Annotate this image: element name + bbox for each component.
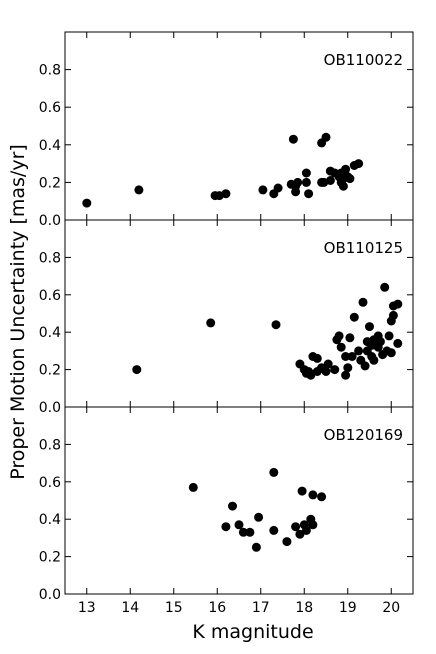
data-point <box>206 318 216 328</box>
data-point <box>369 355 379 365</box>
data-point <box>271 320 281 330</box>
data-point <box>336 342 346 352</box>
data-point <box>273 183 283 193</box>
data-point <box>221 189 231 199</box>
data-point <box>334 331 344 341</box>
data-point <box>330 365 340 375</box>
data-point <box>245 527 255 537</box>
panel-label: OB110125 <box>324 239 403 257</box>
data-point <box>295 529 305 539</box>
data-point <box>291 522 301 532</box>
y-tick-label: 0.4 <box>39 512 61 528</box>
data-point <box>323 359 333 369</box>
panel-label: OB110022 <box>324 51 403 69</box>
panel-1: 0.0 0.2 0.4 0.6 0.8 OB110022 <box>39 31 414 229</box>
y-tick-label: 0.8 <box>39 250 61 266</box>
data-point <box>393 299 403 309</box>
data-point <box>321 367 331 376</box>
data-point <box>304 189 314 199</box>
data-point <box>269 467 279 477</box>
data-point <box>325 176 335 185</box>
data-point <box>188 482 198 492</box>
x-tick-label: 16 <box>208 600 226 616</box>
data-point <box>349 312 359 322</box>
data-point <box>317 492 327 502</box>
x-tick-label: 17 <box>252 600 270 616</box>
y-tick-label: 0.4 <box>39 138 61 154</box>
y-tick-label: 0.6 <box>39 288 61 304</box>
x-tick-label: 15 <box>165 600 183 616</box>
data-point <box>82 198 92 208</box>
y-tick-label: 0.6 <box>39 475 61 491</box>
y-axis-title: Proper Motion Uncertainty [mas/yr] <box>7 144 29 480</box>
data-point <box>312 353 322 363</box>
y-tick-label: 0.8 <box>39 437 61 453</box>
x-tick-label: 20 <box>382 600 400 616</box>
data-point <box>341 164 351 174</box>
data-point <box>234 520 244 530</box>
data-point <box>251 542 261 552</box>
y-tick-label: 0.0 <box>39 213 61 229</box>
data-point <box>291 181 301 191</box>
data-point <box>360 361 370 371</box>
data-point <box>301 525 311 535</box>
y-tick-label: 0.8 <box>39 63 61 79</box>
data-point <box>386 348 396 358</box>
data-point <box>228 501 237 511</box>
data-point <box>132 365 142 375</box>
data-point <box>338 181 348 191</box>
data-point <box>238 527 248 537</box>
x-tick-label: 14 <box>121 600 139 616</box>
data-point <box>341 370 351 380</box>
data-point <box>354 159 364 169</box>
data-point <box>297 486 307 496</box>
data-point <box>393 338 403 348</box>
panel-2: 0.0 0.2 0.4 0.6 0.8 OB110125 <box>39 219 414 416</box>
data-point <box>345 333 355 343</box>
data-point <box>254 512 264 522</box>
data-point <box>341 352 351 361</box>
data-point <box>301 177 311 187</box>
x-tick-label: 13 <box>78 600 96 616</box>
data-point <box>380 282 390 292</box>
x-tick-label: 18 <box>295 600 313 616</box>
data-point <box>343 363 353 373</box>
data-point <box>258 185 268 195</box>
panel-frame <box>64 406 414 595</box>
data-point <box>134 185 144 195</box>
data-point <box>308 490 318 500</box>
panels-group: 0.0 0.2 0.4 0.6 0.8 OB110022 0.0 0.2 0.4 0.6 0.8 OB… <box>39 31 414 616</box>
x-tick-label: 19 <box>339 600 357 616</box>
y-tick-label: 0.2 <box>39 175 61 191</box>
y-tick-label: 0.0 <box>39 587 61 603</box>
data-point <box>288 134 298 144</box>
data-point <box>282 537 292 547</box>
data-point <box>388 310 398 320</box>
data-point <box>301 168 311 178</box>
y-tick-label: 0.2 <box>39 363 61 379</box>
data-point <box>269 525 279 535</box>
data-point <box>221 522 231 532</box>
data-point <box>375 337 385 347</box>
panel-label: OB120169 <box>324 426 403 444</box>
y-tick-label: 0.4 <box>39 325 61 341</box>
x-axis-title: K magnitude <box>192 621 313 643</box>
panel-3: 0.0 0.2 0.4 0.6 0.8 13 14 15 16 17 18 19 20 OB120169 <box>39 406 414 616</box>
data-point <box>321 132 331 142</box>
data-point <box>358 297 368 307</box>
data-point <box>347 352 357 361</box>
y-tick-label: 0.0 <box>39 400 61 416</box>
y-tick-label: 0.6 <box>39 100 61 116</box>
data-point <box>308 520 318 530</box>
data-point <box>354 346 364 356</box>
data-point <box>384 331 394 341</box>
y-tick-label: 0.2 <box>39 550 61 566</box>
data-point <box>345 174 355 184</box>
data-point <box>365 322 374 332</box>
